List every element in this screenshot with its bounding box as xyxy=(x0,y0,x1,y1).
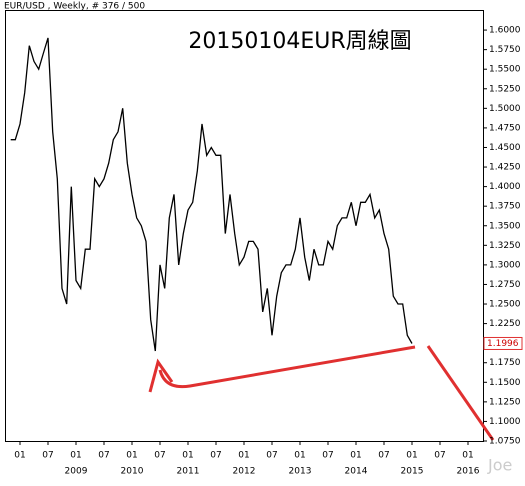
y-tick-label: 1.2750 xyxy=(489,280,521,290)
x-tick-label: 01 xyxy=(182,451,193,461)
year-label: 2010 xyxy=(121,467,144,477)
year-label: 2014 xyxy=(345,467,368,477)
y-tick-label: 1.5000 xyxy=(489,104,521,114)
y-tick-label: 1.0750 xyxy=(489,437,521,447)
x-tick-label: 01 xyxy=(462,451,473,461)
x-tick-label: 07 xyxy=(210,451,221,461)
y-tick-label: 1.1250 xyxy=(489,397,521,407)
year-label: 2016 xyxy=(457,467,480,477)
y-tick-label: 1.1750 xyxy=(489,358,521,368)
arrow-head xyxy=(148,358,174,393)
y-tick-label: 1.3250 xyxy=(489,241,521,251)
y-tick-label: 1.5500 xyxy=(489,65,521,75)
year-label: 2009 xyxy=(65,467,88,477)
x-tick-label: 07 xyxy=(98,451,109,461)
current-price-label: 1.1996 xyxy=(487,339,519,349)
y-tick-label: 1.3000 xyxy=(489,260,521,270)
price-line xyxy=(10,37,413,352)
y-tick-label: 1.6000 xyxy=(489,26,521,36)
arrow-down xyxy=(426,345,495,441)
y-tick-label: 1.4000 xyxy=(489,182,521,192)
x-tick-label: 01 xyxy=(14,451,25,461)
chart-title: 20150104EUR周線圖 xyxy=(188,29,411,54)
year-label: 2015 xyxy=(401,467,424,477)
y-tick-label: 1.3500 xyxy=(489,221,521,231)
x-tick-label: 01 xyxy=(238,451,249,461)
y-tick-label: 1.5750 xyxy=(489,45,521,55)
y-tick-label: 1.5250 xyxy=(489,84,521,94)
year-label: 2013 xyxy=(289,467,312,477)
x-tick-label: 01 xyxy=(350,451,361,461)
x-tick-label: 01 xyxy=(70,451,81,461)
year-label: 2011 xyxy=(177,467,200,477)
y-tick-label: 1.1500 xyxy=(489,378,521,388)
x-tick-label: 07 xyxy=(42,451,53,461)
x-tick-label: 01 xyxy=(126,451,137,461)
y-tick-label: 1.1000 xyxy=(489,417,521,427)
annotation-arrows xyxy=(148,345,495,441)
x-tick-label: 01 xyxy=(294,451,305,461)
x-tick-label: 07 xyxy=(434,451,445,461)
chart-header: EUR/USD , Weekly, # 376 / 500 xyxy=(4,2,145,12)
x-tick-label: 07 xyxy=(378,451,389,461)
x-tick-label: 01 xyxy=(406,451,417,461)
x-tick-label: 07 xyxy=(154,451,165,461)
watermark: Joe xyxy=(487,456,512,475)
year-label: 2012 xyxy=(233,467,256,477)
y-tick-label: 1.3750 xyxy=(489,202,521,212)
y-tick-label: 1.4500 xyxy=(489,143,521,153)
y-tick-label: 1.4750 xyxy=(489,123,521,133)
y-tick-label: 1.2500 xyxy=(489,300,521,310)
x-tick-label: 07 xyxy=(322,451,333,461)
current-price-box xyxy=(483,336,523,350)
arrow-curve xyxy=(158,345,416,389)
y-tick-label: 1.4250 xyxy=(489,163,521,173)
y-tick-label: 1.2250 xyxy=(489,319,521,329)
x-tick-label: 07 xyxy=(266,451,277,461)
